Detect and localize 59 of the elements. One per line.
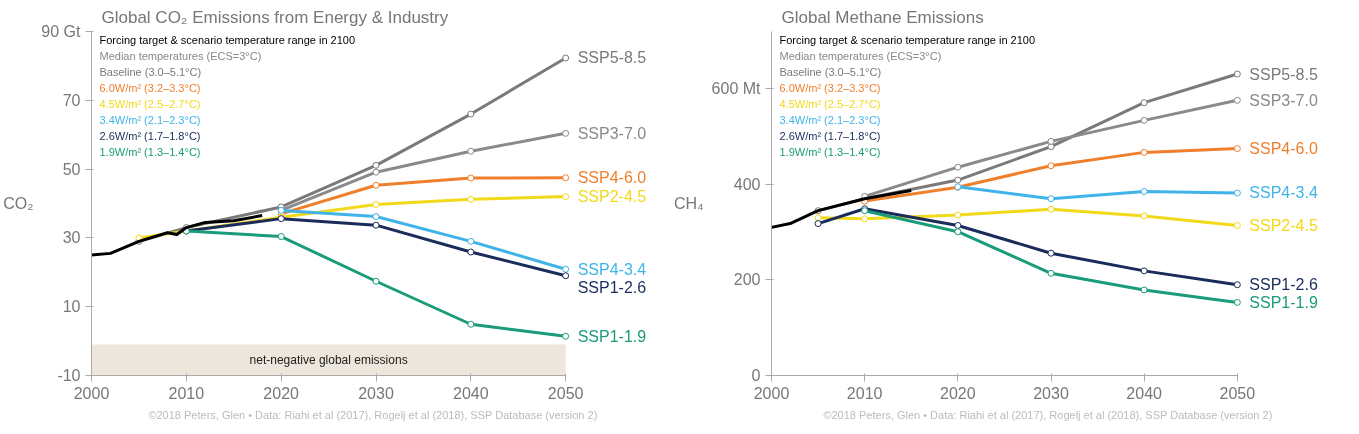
x-tick-label: 2000 (73, 384, 110, 402)
series-label: SSP1-1.9 (577, 327, 647, 345)
annotation: Baseline (3.0–5.1°C) (99, 65, 202, 78)
chart-title: Global CO₂ Emissions from Energy & Industry (101, 7, 449, 27)
annotation: 2.6W/m² (1.7–1.8°C) (99, 129, 201, 142)
x-tick-label: 2010 (168, 384, 205, 402)
x-tick-label: 2040 (453, 384, 489, 402)
y-tick-label: 200 (733, 271, 761, 289)
x-tick-label: 2020 (940, 384, 976, 402)
y-tick-label: 400 (733, 175, 761, 193)
series-label: SSP1-2.6 (577, 278, 647, 296)
annotation: 3.4W/m² (2.1–2.3°C) (779, 113, 881, 126)
annotation: 4.5W/m² (2.5–2.7°C) (99, 97, 201, 110)
x-tick-label: 2020 (263, 384, 300, 402)
annotation: 4.5W/m² (2.5–2.7°C) (779, 97, 881, 110)
annotation: 2.6W/m² (1.7–1.8°C) (779, 129, 881, 142)
annotation: Baseline (3.0–5.1°C) (779, 65, 882, 78)
annotation: Forcing target & scenario temperature range in 2100 (779, 33, 1036, 46)
y-tick-label: 90 Gt (41, 23, 82, 40)
annotation: 1.9W/m² (1.3–1.4°C) (99, 145, 201, 158)
text: ©2018 Peters, Glen • Data: Riahi et al (2017), Rogelj et al (2018), SSP Database (version 2) (823, 408, 1273, 421)
annotation: Median temperatures (ECS=3°C) (779, 49, 942, 62)
series-label: SSP3-7.0 (1249, 91, 1318, 109)
y-tick-label: 0 (751, 367, 761, 384)
x-tick-label: 2050 (547, 384, 584, 402)
band-label: net-negative global emissions (249, 353, 408, 368)
annotation: 1.9W/m² (1.3–1.4°C) (779, 145, 881, 158)
series-label: SSP1-2.6 (1249, 276, 1318, 294)
x-tick-label: 2010 (846, 384, 883, 402)
y-tick-label: 30 (62, 229, 81, 247)
series-label: SSP4-6.0 (577, 169, 647, 187)
annotation: 6.0W/m² (3.2–3.3°C) (99, 81, 201, 94)
series-label: SSP4-3.4 (577, 260, 647, 278)
series-label: SSP4-6.0 (1249, 140, 1318, 158)
y-tick-label: 70 (62, 91, 81, 109)
annotation: 3.4W/m² (2.1–2.3°C) (99, 113, 201, 126)
x-tick-label: 2040 (1126, 384, 1163, 402)
x-tick-label: 2000 (753, 384, 790, 402)
series-label: SSP2-4.5 (577, 188, 647, 206)
annotation: Forcing target & scenario temperature range in 2100 (99, 33, 356, 46)
series-label: SSP3-7.0 (577, 124, 647, 142)
series-label: SSP5-8.5 (577, 49, 647, 67)
text: ©2018 Peters, Glen • Data: Riahi et al (2017), Rogelj et al (2018), SSP Database (version 2) (148, 408, 598, 421)
series-label: SSP4-3.4 (1249, 184, 1318, 202)
y-tick-label: 10 (62, 298, 81, 316)
y-axis-title: CO₂ (3, 195, 34, 212)
series-label: SSP1-1.9 (1249, 294, 1318, 312)
y-tick-label: 600 Mt (711, 80, 762, 98)
annotation: 6.0W/m² (3.2–3.3°C) (779, 81, 881, 94)
series-label: SSP5-8.5 (1249, 65, 1318, 83)
chart-title: Global Methane Emissions (781, 7, 984, 27)
series-label: SSP2-4.5 (1249, 216, 1318, 234)
x-tick-label: 2030 (1033, 384, 1069, 402)
x-tick-label: 2050 (1219, 384, 1256, 402)
y-tick-label: 50 (62, 160, 81, 178)
x-tick-label: 2030 (358, 384, 394, 402)
y-axis-title: CH₄ (673, 195, 704, 212)
annotation: Median temperatures (ECS=3°C) (99, 49, 262, 62)
y-tick-label: -10 (57, 367, 81, 384)
